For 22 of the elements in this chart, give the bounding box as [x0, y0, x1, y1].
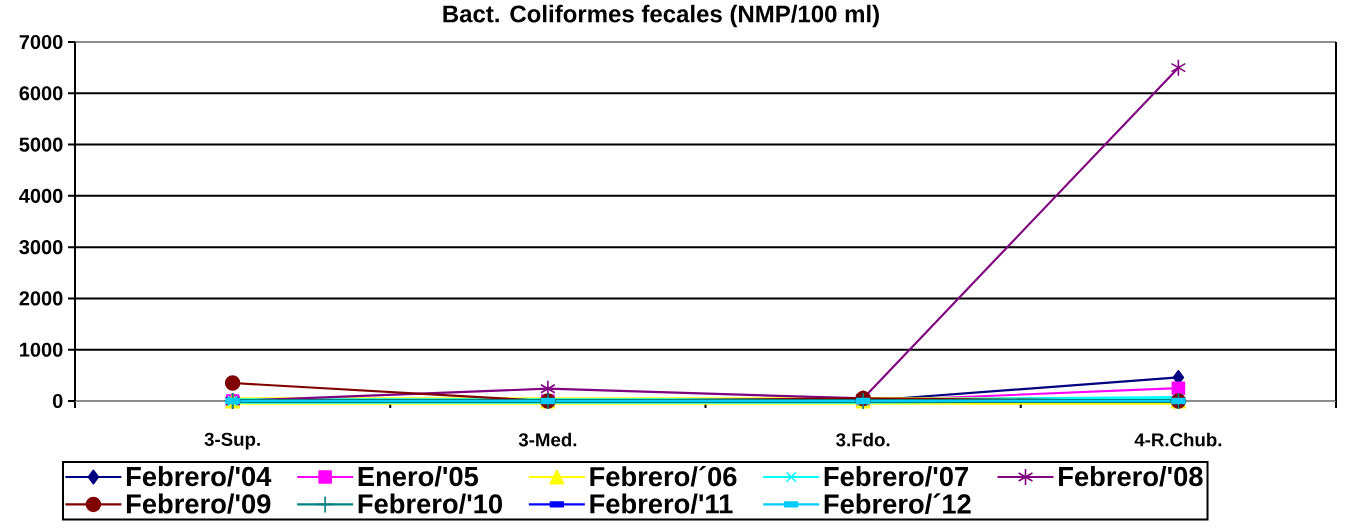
y-tick-label: 5000	[19, 137, 63, 152]
legend-label: Febrero/'04	[126, 466, 272, 487]
legend-label: Febrero/'07	[824, 466, 968, 487]
x-tick-label: 3-Med.	[518, 432, 577, 447]
y-tick-label: 4000	[19, 188, 63, 203]
legend-label: Febrero/'08	[1059, 466, 1203, 487]
y-tick-label: 1000	[20, 342, 63, 357]
legend-label: Febrero/´06	[590, 465, 737, 487]
chart-title: Bact. Coliformes fecales (NMP/100 ml)	[443, 4, 879, 28]
x-tick-label: 4-R.Chub.	[1134, 432, 1222, 447]
legend-label: Enero/'05	[358, 466, 479, 487]
x-tick-label: 3.Fdo.	[836, 432, 890, 447]
x-tick-label: 3-Sup.	[204, 432, 260, 450]
legend-label: Febrero/'10	[358, 493, 502, 514]
y-tick-label: 0	[52, 393, 63, 409]
y-tick-label: 3000	[19, 240, 63, 255]
legend-label: Febrero/'11	[590, 493, 733, 514]
y-tick-label: 6000	[19, 86, 63, 101]
y-tick-label: 7000	[19, 34, 63, 50]
legend-label: Febrero/´12	[824, 493, 971, 514]
legend-label: Febrero/'09	[126, 493, 271, 514]
y-tick-label: 2000	[19, 291, 63, 306]
